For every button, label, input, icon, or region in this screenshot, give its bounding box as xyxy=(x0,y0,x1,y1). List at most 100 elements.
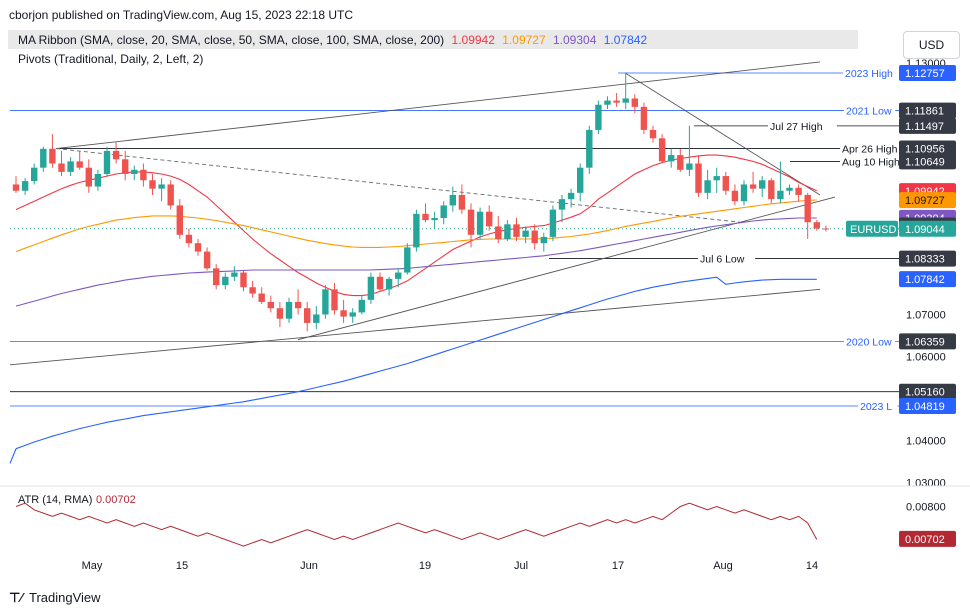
candle xyxy=(822,228,830,230)
currency-button[interactable]: USD xyxy=(903,31,960,59)
candle xyxy=(640,106,648,130)
pivots-legend[interactable]: Pivots (Traditional, Daily, 2, Left, 2) xyxy=(18,52,207,66)
trend-line xyxy=(9,288,821,366)
atr-title: ATR (14, RMA) xyxy=(18,494,92,506)
tradingview-brand-label: TradingView xyxy=(29,590,101,605)
candle xyxy=(67,161,74,172)
x-tick-label: 14 xyxy=(806,560,818,572)
annotation-label: Apr 26 High xyxy=(842,144,898,156)
candle xyxy=(185,234,193,244)
candle xyxy=(276,308,284,319)
candle xyxy=(267,301,274,309)
candle xyxy=(176,205,183,235)
candle xyxy=(21,181,29,191)
candle xyxy=(376,276,384,290)
ma-ribbon-legend[interactable]: MA Ribbon (SMA, close, 20, SMA, close, 5… xyxy=(18,33,651,47)
candle xyxy=(40,148,47,168)
ma50-value: 1.09727 xyxy=(502,33,546,47)
y-tick-label: 1.06000 xyxy=(906,351,946,363)
ma-line xyxy=(9,448,17,464)
price-label-box xyxy=(899,183,956,200)
candle xyxy=(558,199,566,210)
price-label: 1.06359 xyxy=(905,336,945,348)
candle xyxy=(103,150,111,174)
price-label: 1.08333 xyxy=(905,254,945,266)
price-label-box xyxy=(899,117,956,134)
candle xyxy=(422,213,429,221)
annotation-label: 2021 Low xyxy=(846,106,892,118)
tradingview-logo-icon: ⊤⁄ xyxy=(9,590,23,605)
price-label-box xyxy=(899,153,956,170)
candle xyxy=(504,224,511,239)
annotation-label: Jul 27 High xyxy=(770,121,823,133)
candle xyxy=(140,169,147,181)
x-tick-label: 19 xyxy=(419,560,431,572)
candle xyxy=(322,289,329,315)
annotation-bg xyxy=(844,334,896,348)
candle xyxy=(367,276,375,300)
ma-line xyxy=(15,199,817,253)
candle xyxy=(240,272,247,288)
annotation-bg xyxy=(843,66,901,79)
candle xyxy=(658,138,666,162)
price-label: 1.09044 xyxy=(905,224,945,236)
annotation-label: 2023 L xyxy=(860,401,892,413)
candle xyxy=(458,194,466,210)
price-label-box xyxy=(899,140,956,157)
candle xyxy=(313,314,320,323)
ma200-value: 1.07842 xyxy=(603,33,648,47)
tradingview-brand[interactable]: ⊤⁄ TradingView xyxy=(9,590,101,606)
annotation-bg xyxy=(858,399,898,412)
candle xyxy=(304,308,311,323)
candle xyxy=(76,161,83,168)
candle xyxy=(222,276,229,286)
candle xyxy=(231,272,238,277)
candle xyxy=(258,293,265,302)
candle xyxy=(704,180,711,193)
price-label-box xyxy=(899,209,956,226)
candle xyxy=(622,98,629,103)
candle xyxy=(731,190,739,202)
candle xyxy=(122,159,129,174)
candle xyxy=(213,268,220,286)
candle xyxy=(467,209,475,235)
candle xyxy=(786,187,793,191)
candle xyxy=(440,205,447,219)
annotation-bg xyxy=(844,103,896,117)
atr-tick-label: 0.00800 xyxy=(906,502,946,514)
candle xyxy=(595,104,602,130)
candle xyxy=(713,176,720,181)
candle xyxy=(331,289,338,311)
candle xyxy=(749,184,757,189)
candle xyxy=(486,211,493,227)
y-tick-label: 1.07000 xyxy=(906,310,946,322)
ma-line xyxy=(15,154,818,297)
ma-line xyxy=(15,276,817,450)
candle xyxy=(349,312,356,317)
candle xyxy=(31,167,38,182)
candle xyxy=(649,129,657,139)
symbol-label: EURUSD xyxy=(850,224,897,236)
price-label-box xyxy=(899,398,956,414)
price-label-box xyxy=(899,217,956,234)
annotation-label: Aug 10 High xyxy=(842,156,900,168)
candle xyxy=(194,243,202,252)
x-tick-label: 17 xyxy=(612,560,624,572)
candle xyxy=(449,194,456,206)
price-label: 1.09727 xyxy=(905,195,945,207)
candle xyxy=(531,230,538,244)
price-label: 1.11861 xyxy=(905,106,944,118)
candle xyxy=(85,167,92,187)
price-label: 1.10649 xyxy=(905,156,945,168)
x-tick-label: Jun xyxy=(300,560,318,572)
annotation-label: Jul 6 Low xyxy=(700,254,745,266)
price-label: 1.04819 xyxy=(905,401,945,413)
ma-line xyxy=(15,217,817,307)
price-label-box xyxy=(899,65,956,81)
price-label: 1.11497 xyxy=(905,121,944,133)
ma20-value: 1.09942 xyxy=(451,33,495,47)
publisher-line: cborjon published on TradingView.com, Au… xyxy=(9,8,354,22)
annotation-label: 2020 Low xyxy=(846,336,892,348)
atr-value-box xyxy=(899,530,956,547)
